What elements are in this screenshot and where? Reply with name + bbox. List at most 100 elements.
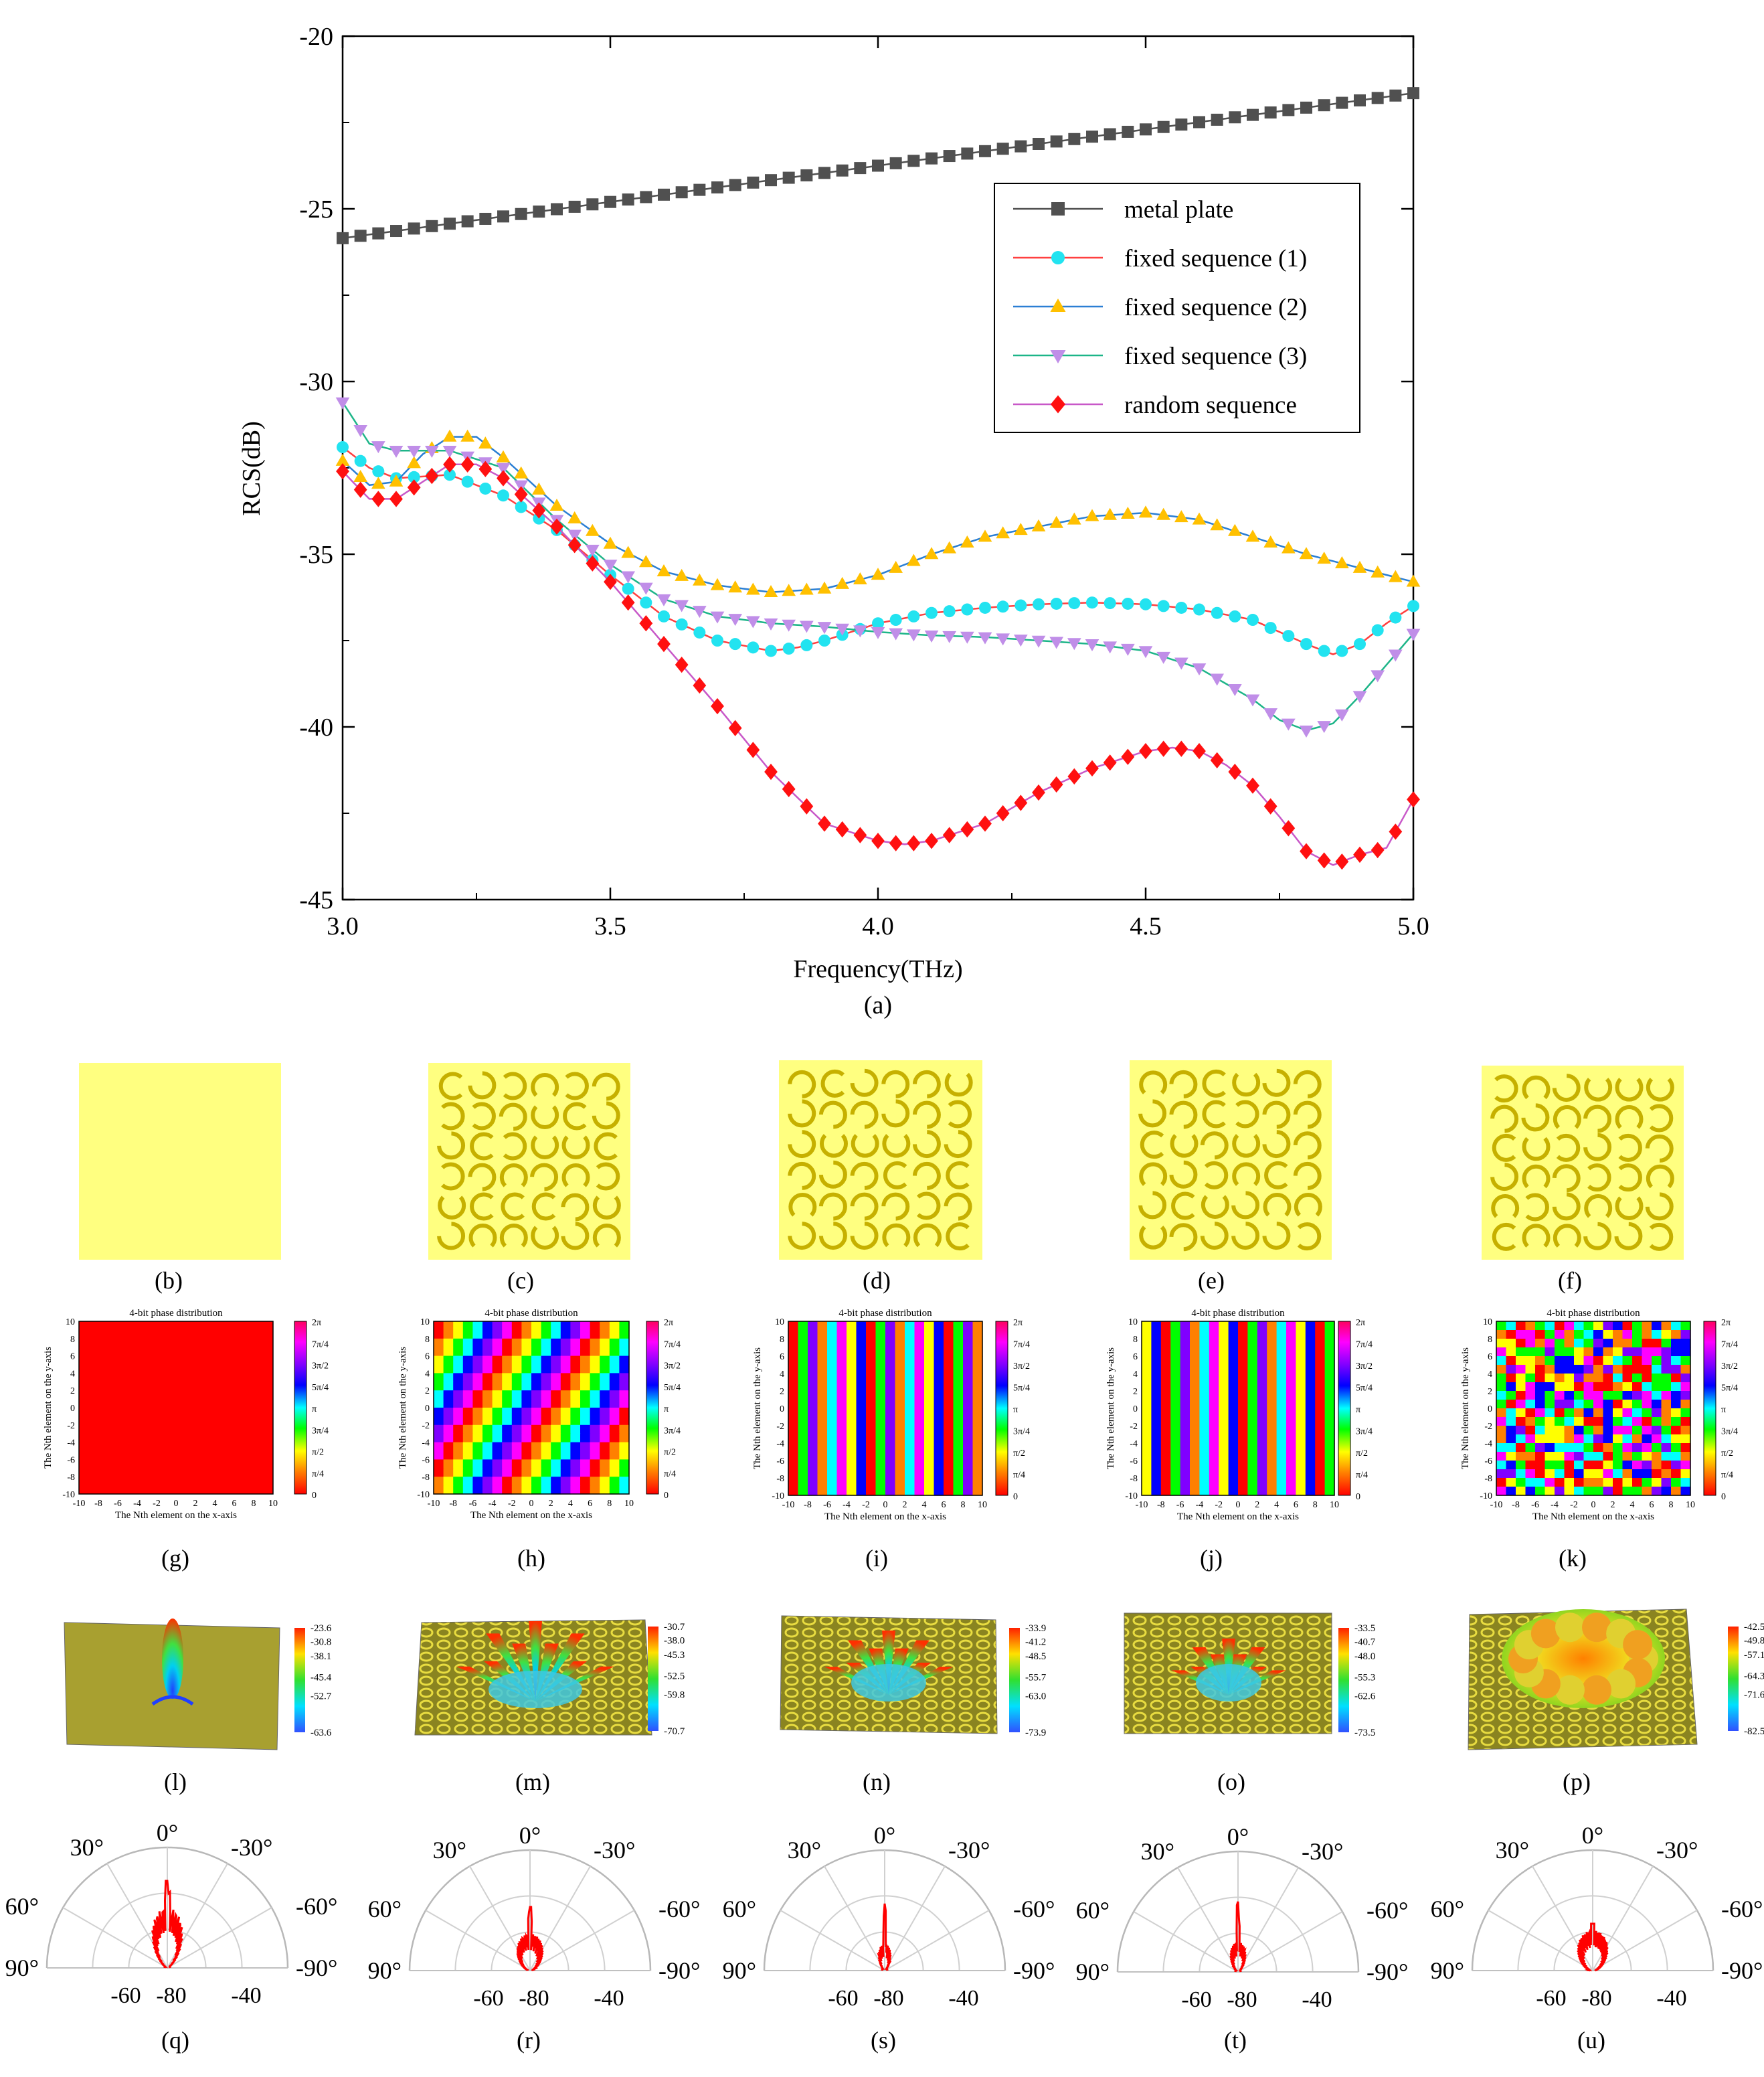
phase-cell — [1190, 1417, 1200, 1426]
phase-cell — [1190, 1374, 1200, 1383]
y-tick-label: 4 — [780, 1369, 784, 1380]
data-point — [1051, 395, 1065, 414]
phase-cell — [619, 1477, 630, 1486]
phase-cell — [1506, 1408, 1516, 1418]
data-point — [925, 606, 938, 619]
x-tick-label: 4.0 — [862, 912, 894, 940]
phase-cell — [914, 1461, 925, 1470]
phase-cell — [817, 1339, 828, 1348]
c-ring-resonator — [441, 1162, 465, 1191]
phase-cell — [1190, 1487, 1200, 1496]
x-tick-label: 0 — [174, 1499, 179, 1509]
phase-cell — [875, 1469, 886, 1479]
phase-cell — [453, 1442, 464, 1452]
phase-cell — [856, 1382, 867, 1392]
c-ring-resonator — [1491, 1194, 1520, 1218]
phase-cell — [502, 1355, 513, 1365]
phase-cell — [531, 1355, 542, 1365]
data-point — [1389, 89, 1402, 102]
data-point — [533, 205, 545, 218]
phase-cell — [521, 1347, 532, 1357]
phase-cell — [1603, 1487, 1613, 1496]
phase-cell — [1661, 1365, 1672, 1374]
phase-cell — [1555, 1469, 1565, 1479]
polar-plot-r: 0°30° -30°60° -60°90° -90°-60 -80 -40 — [368, 1822, 701, 2011]
data-point — [656, 564, 671, 576]
data-point — [460, 429, 475, 442]
c-ring-resonator — [437, 1131, 466, 1160]
data-point — [567, 537, 582, 554]
phase-cell — [963, 1461, 974, 1470]
phase-cell — [531, 1399, 542, 1408]
phase-cell — [972, 1408, 983, 1418]
phase-cell — [1238, 1347, 1248, 1357]
phase-cell — [1238, 1356, 1248, 1365]
phase-cell — [1142, 1321, 1152, 1331]
phase-cell — [453, 1399, 464, 1408]
data-point — [1033, 598, 1045, 610]
phase-cell — [1496, 1365, 1507, 1374]
phase-cell — [1190, 1347, 1200, 1357]
data-point — [1388, 649, 1403, 662]
phase-cell — [1632, 1487, 1643, 1496]
x-tick-label: 3.5 — [594, 912, 626, 940]
phase-cell — [1180, 1452, 1190, 1461]
phase-cell — [492, 1390, 503, 1400]
phase-cell — [1535, 1426, 1546, 1435]
phase-cell — [434, 1399, 444, 1408]
phase-cell — [808, 1339, 818, 1348]
phase-cell — [1613, 1356, 1623, 1365]
phase-cell — [1324, 1487, 1335, 1496]
phase-cell — [1574, 1365, 1585, 1374]
phase-cell — [1564, 1452, 1575, 1461]
phase-cell — [1671, 1356, 1682, 1365]
phase-cell — [462, 1424, 473, 1434]
phase-cell — [1516, 1339, 1526, 1348]
phase-cell — [1564, 1374, 1575, 1383]
phase-cell — [580, 1485, 591, 1495]
phase-cell — [1142, 1443, 1152, 1452]
y-tick-label: -2 — [1130, 1422, 1138, 1432]
scatter-bump — [1555, 1675, 1585, 1705]
phase-cell — [1613, 1461, 1623, 1470]
phase-cell — [541, 1408, 551, 1417]
phase-cell — [1276, 1417, 1287, 1426]
phase-cell — [1564, 1443, 1575, 1452]
phase-cell — [1583, 1443, 1594, 1452]
data-point — [425, 467, 439, 485]
phase-cell — [1219, 1443, 1229, 1452]
y-tick-label: 2 — [1488, 1387, 1492, 1397]
phase-cell — [1142, 1408, 1152, 1418]
phase-cell — [1296, 1347, 1306, 1357]
phase-cell — [1199, 1452, 1210, 1461]
polar-spoke — [884, 1865, 946, 1971]
phase-cell — [609, 1433, 620, 1443]
phase-cell — [1613, 1487, 1623, 1496]
phase-cell — [895, 1478, 905, 1487]
phase-cell — [934, 1365, 944, 1374]
phase-cell — [895, 1417, 905, 1426]
data-point — [1157, 120, 1170, 133]
phase-cell — [1564, 1469, 1575, 1479]
phase-cell — [1170, 1400, 1181, 1409]
phase-cell — [472, 1450, 483, 1460]
data-point — [800, 639, 813, 651]
phase-cell — [1516, 1469, 1526, 1479]
angle-label: -90° — [296, 1955, 337, 1981]
phase-cell — [1613, 1452, 1623, 1461]
phase-cell — [502, 1459, 513, 1469]
phase-cell — [885, 1426, 896, 1435]
phase-cell — [609, 1373, 620, 1382]
c-ring-resonator — [1494, 1074, 1518, 1103]
c-ring-resonator — [1293, 1131, 1322, 1160]
c-ring-resonator — [531, 1073, 559, 1097]
c-ring-resonator — [468, 1071, 497, 1100]
phase-cell — [836, 1330, 847, 1339]
phase-cell — [531, 1433, 542, 1443]
y-tick-label: -10 — [417, 1490, 430, 1500]
data-point — [515, 207, 527, 220]
phase-cell — [443, 1347, 454, 1357]
radial-label: -40 — [1302, 1987, 1332, 2012]
phase-cell — [1170, 1461, 1181, 1470]
data-point — [1068, 133, 1081, 145]
